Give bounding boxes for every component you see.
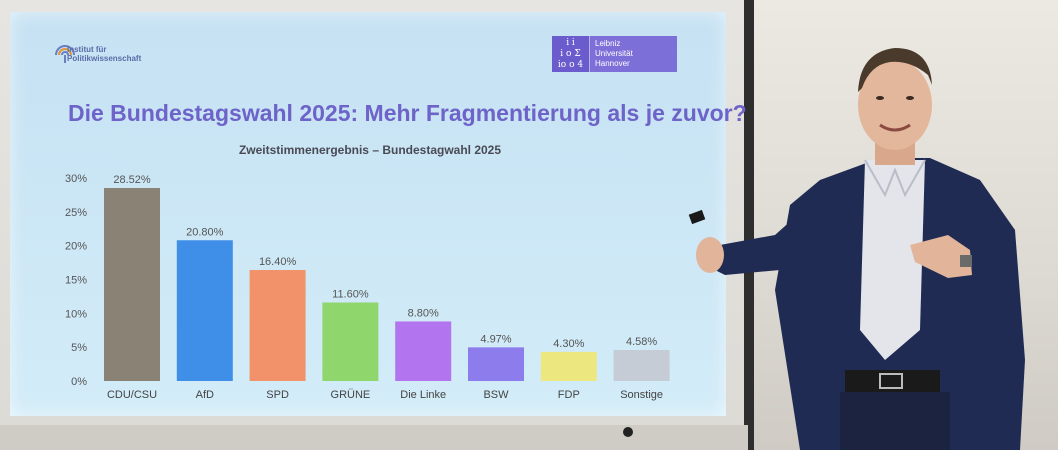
bar-fdp bbox=[540, 351, 597, 381]
y-tick-label: 25% bbox=[65, 207, 87, 219]
bar-sonstige bbox=[613, 350, 670, 381]
value-label: 28.52% bbox=[113, 174, 151, 186]
institute-logo: Institut für Politikwissenschaft bbox=[52, 39, 162, 79]
institute-logo-icon bbox=[55, 45, 75, 63]
value-label: 16.40% bbox=[259, 256, 297, 268]
university-logo-mark: i i i o Σ io o 4 bbox=[552, 36, 590, 72]
bar-die-linke bbox=[395, 321, 452, 381]
bar-bsw bbox=[468, 347, 524, 381]
y-tick-label: 10% bbox=[65, 308, 87, 320]
y-tick-label: 5% bbox=[71, 342, 87, 354]
value-label: 4.97% bbox=[480, 333, 511, 345]
y-tick-label: 30% bbox=[65, 173, 87, 185]
bars-group bbox=[104, 188, 670, 381]
bar-afd bbox=[176, 240, 233, 381]
category-label: BSW bbox=[483, 389, 509, 401]
bar-cdu-csu bbox=[104, 188, 160, 381]
y-axis: 0% 5% 10% 15% 20% 25% 30% bbox=[65, 173, 87, 388]
category-label: GRÜNE bbox=[331, 389, 371, 401]
category-label: CDU/CSU bbox=[107, 389, 157, 401]
board-divider bbox=[744, 0, 754, 450]
category-label: Die Linke bbox=[400, 389, 446, 401]
category-label: SPD bbox=[266, 389, 289, 401]
category-labels: CDU/CSU AfD SPD GRÜNE Die Linke BSW FDP Sonstig… bbox=[107, 389, 663, 401]
bar-grüne bbox=[322, 302, 379, 381]
value-label: 4.58% bbox=[626, 336, 657, 348]
bar-spd bbox=[249, 270, 306, 381]
category-label: Sonstige bbox=[620, 389, 663, 401]
y-tick-label: 0% bbox=[71, 376, 87, 388]
y-tick-label: 15% bbox=[65, 275, 87, 287]
category-label: AfD bbox=[196, 389, 214, 401]
category-label: FDP bbox=[558, 389, 580, 401]
value-label: 20.80% bbox=[186, 226, 224, 238]
value-labels: 28.52% 20.80% 16.40% 11.60% 8.80% 4.97% 4.30% 4… bbox=[113, 174, 657, 350]
value-label: 4.30% bbox=[553, 338, 584, 350]
value-label: 11.60% bbox=[332, 289, 369, 301]
board-dot bbox=[623, 427, 633, 437]
university-logo-text: Leibniz Universität Hannover bbox=[595, 39, 633, 68]
slide-title: Die Bundestagswahl 2025: Mehr Fragmentie… bbox=[68, 100, 747, 126]
institute-logo-text: Institut für Politikwissenschaft bbox=[67, 45, 142, 63]
presenter-figure bbox=[688, 48, 1025, 450]
value-label: 8.80% bbox=[408, 307, 439, 319]
university-logo: i i i o Σ io o 4 Leibniz Universität Han… bbox=[552, 36, 677, 72]
chart-title: Zweitstimmenergebnis – Bundestagwahl 202… bbox=[239, 143, 501, 157]
y-tick-label: 20% bbox=[65, 241, 87, 253]
